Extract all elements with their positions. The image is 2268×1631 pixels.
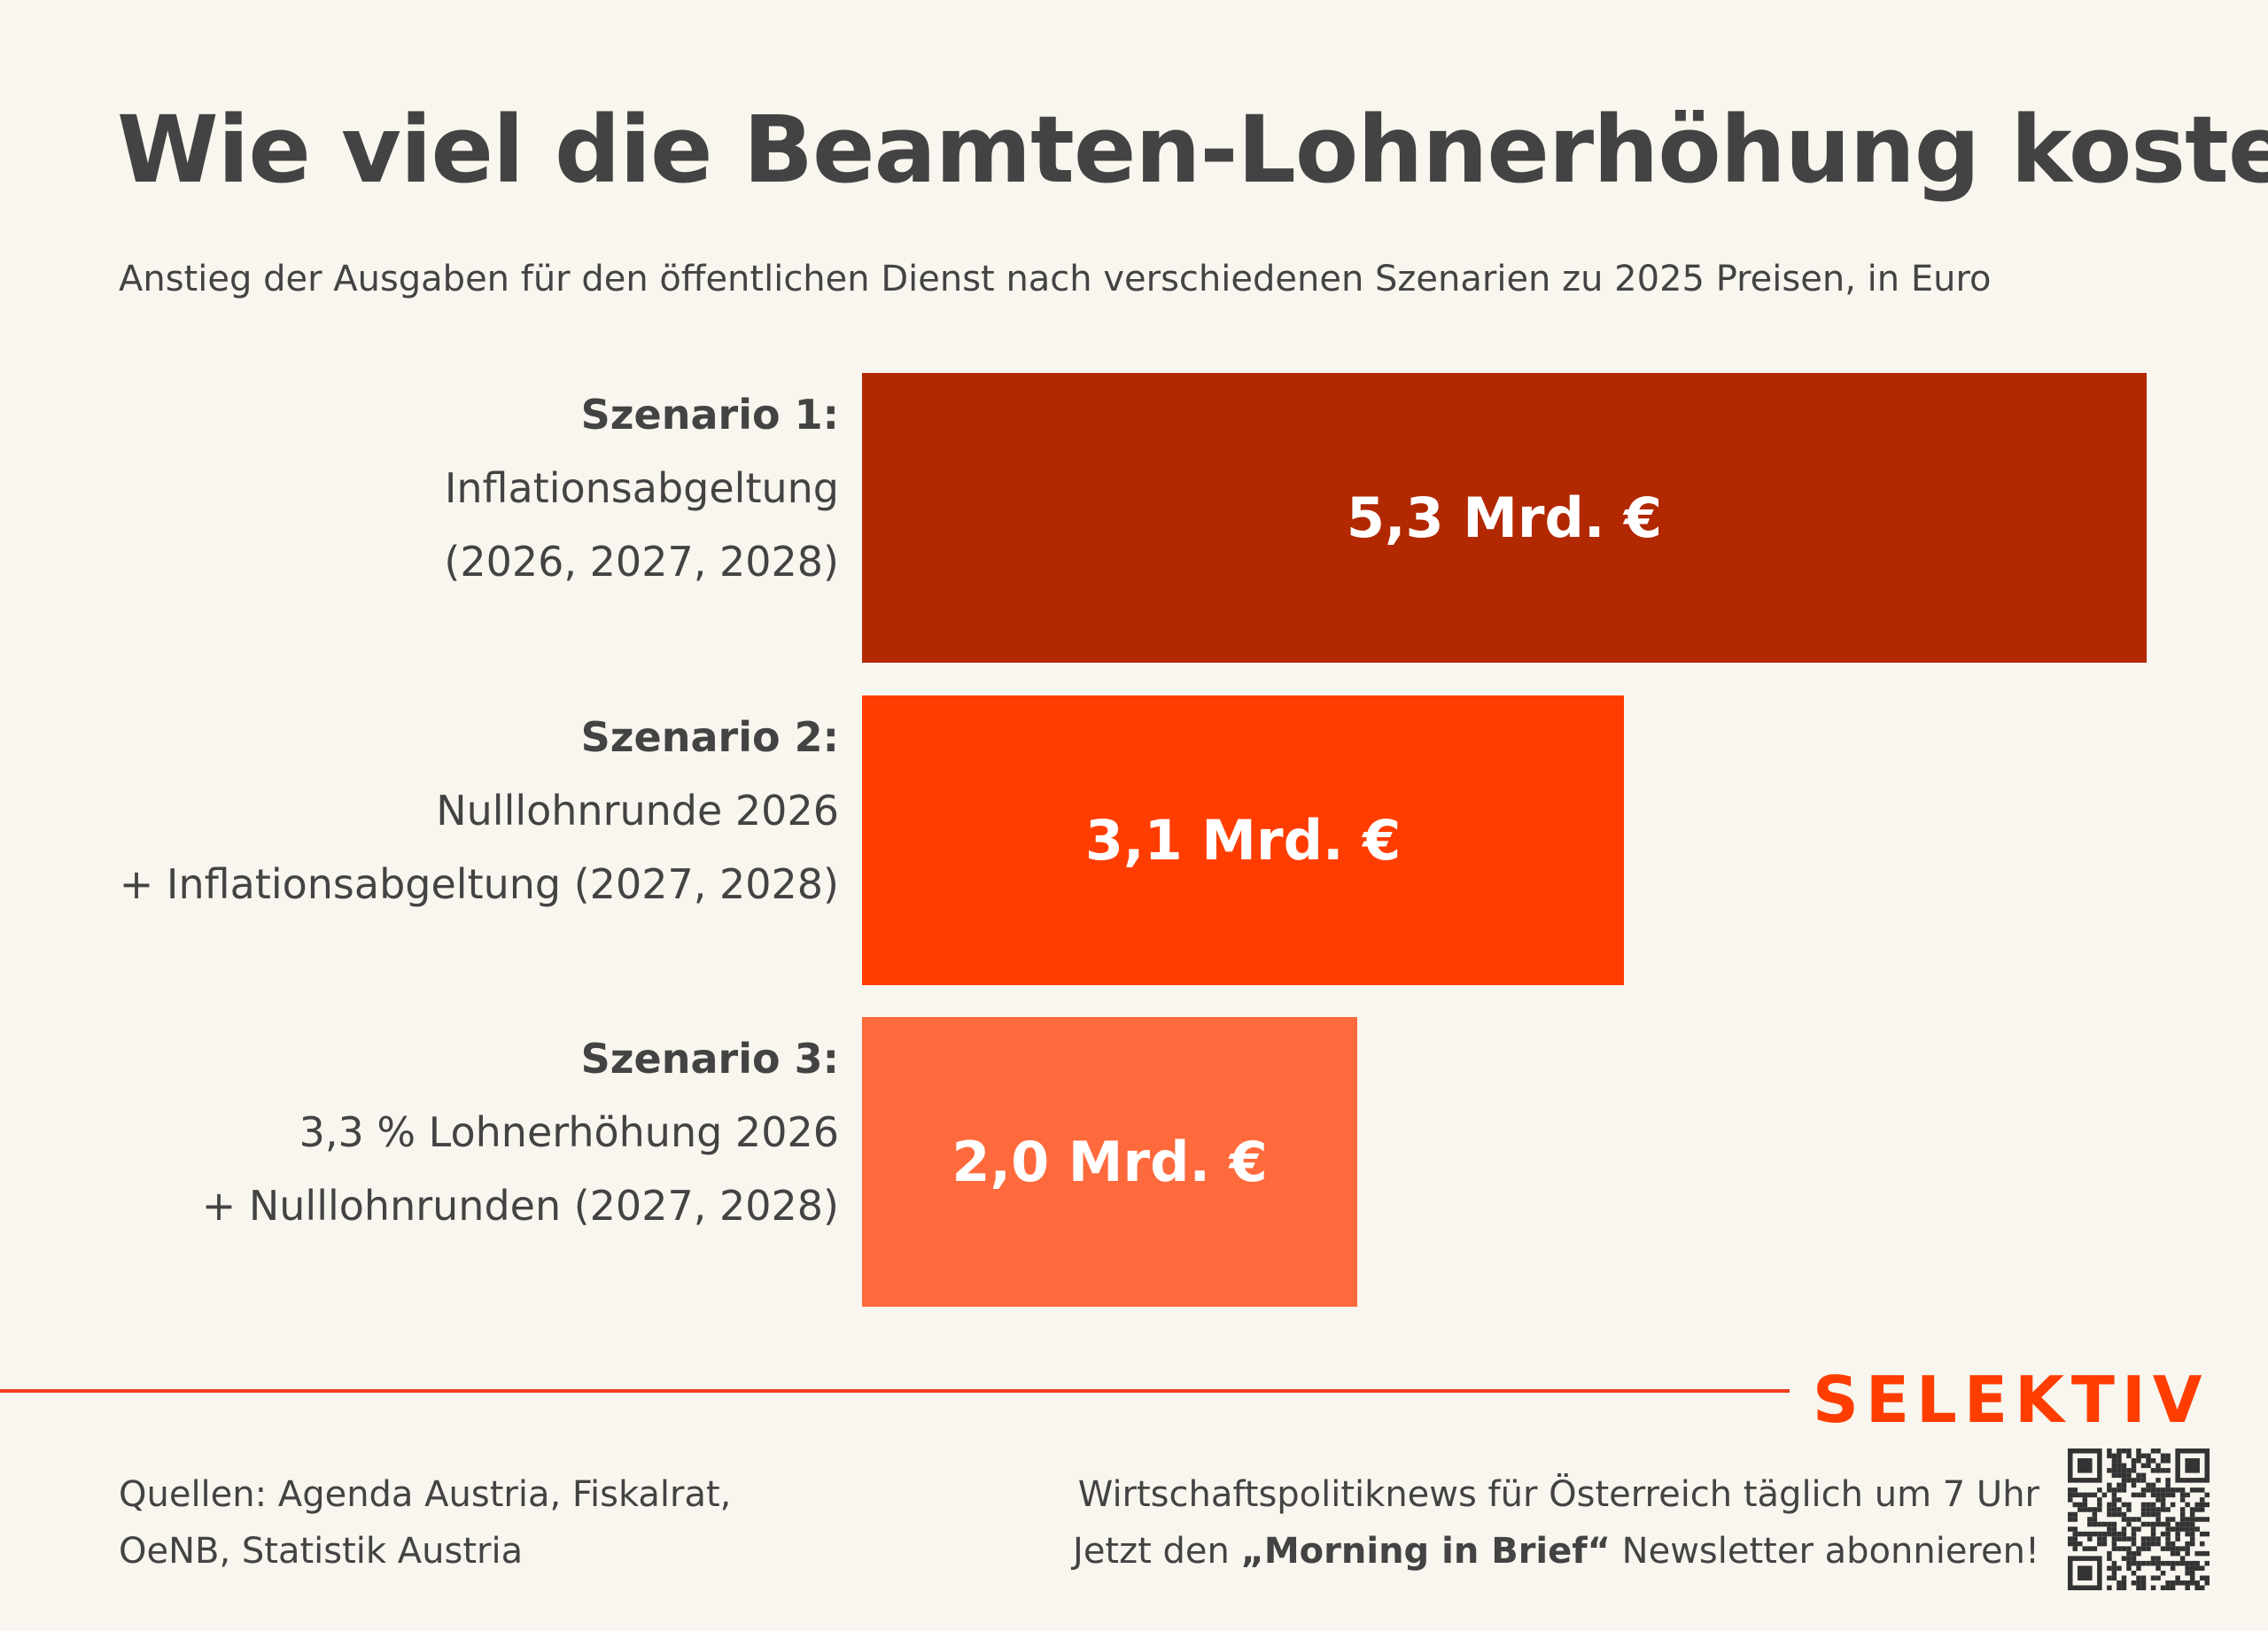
category-label-line: Szenario 1:: [580, 391, 839, 439]
bar: 2,0 Mrd. €: [862, 1017, 1358, 1307]
sources-line-1: Quellen: Agenda Austria, Fiskalrat,: [119, 1474, 732, 1515]
chart-title: Wie viel die Beamten-Lohnerhöhung kostet: [117, 96, 2268, 204]
qr-code-icon[interactable]: [2068, 1448, 2210, 1590]
bar: 5,3 Mrd. €: [862, 373, 2147, 663]
sources-line-2: OeNB, Statistik Austria: [119, 1531, 524, 1572]
category-label-line: + Nulllohnrunden (2027, 2028): [201, 1182, 839, 1230]
chart-subtitle: Anstieg der Ausgaben für den öffentliche…: [119, 259, 1992, 299]
cta-pre: Jetzt den: [1073, 1531, 1241, 1572]
category-label: Szenario 3: 3,3 % Lohnerhöhung 2026 + Null…: [202, 1022, 839, 1243]
category-label-line: Inflationsabgeltung: [444, 464, 839, 512]
cta-line-1: Wirtschaftspolitiknews für Österreich tä…: [1077, 1474, 2039, 1515]
category-label-line: Szenario 3:: [580, 1035, 839, 1083]
data-label: 5,3 Mrd. €: [1346, 485, 1663, 550]
category-label-line: Szenario 2:: [580, 713, 839, 761]
selektiv-logo: SELEKTIV: [1813, 1363, 2210, 1437]
cta-post: Newsletter abonnieren!: [1610, 1531, 2039, 1572]
divider-line: [0, 1389, 1790, 1393]
category-label: Szenario 1: Inflationsabgeltung (2026, 202…: [444, 378, 839, 599]
data-label: 3,1 Mrd. €: [1084, 808, 1402, 873]
category-label-line: Nulllohnrunde 2026: [436, 787, 839, 835]
category-label-line: + Inflationsabgeltung (2027, 2028): [119, 860, 839, 908]
category-label-line: (2026, 2027, 2028): [444, 538, 839, 586]
data-label: 2,0 Mrd. €: [951, 1130, 1268, 1194]
cta-newsletter-name: „Morning in Brief“: [1240, 1531, 1611, 1572]
sources: Quellen: Agenda Austria, Fiskalrat, OeNB…: [119, 1466, 731, 1580]
category-label: Szenario 2: Nulllohnrunde 2026 + Inflation…: [120, 701, 839, 921]
newsletter-cta: Wirtschaftspolitiknews für Österreich tä…: [1073, 1466, 2039, 1580]
cta-line-2[interactable]: Jetzt den „Morning in Brief“ Newsletter …: [1073, 1523, 2039, 1580]
category-label-line: 3,3 % Lohnerhöhung 2026: [299, 1108, 839, 1156]
bar: 3,1 Mrd. €: [862, 695, 1625, 985]
